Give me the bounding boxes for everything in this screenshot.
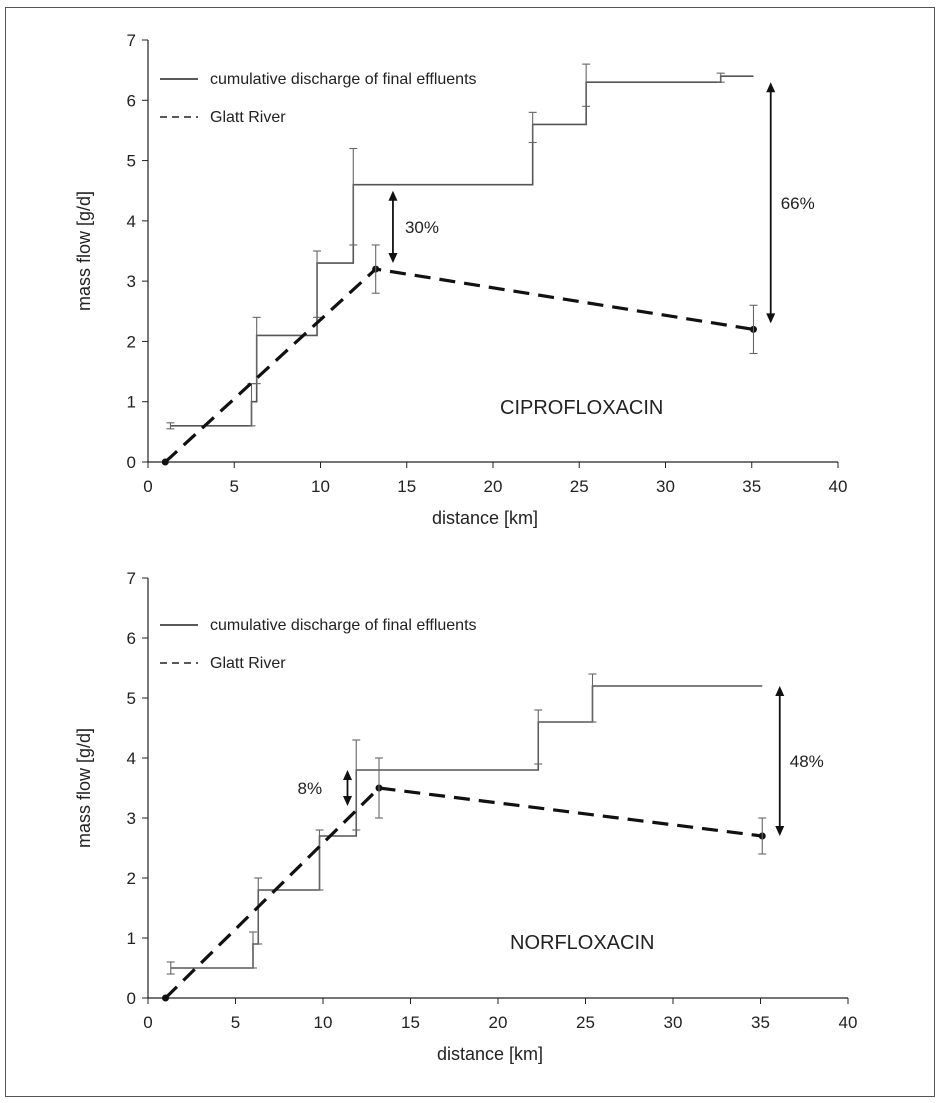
annotation-arrow-head [388, 190, 398, 201]
y-tick-label: 6 [127, 629, 136, 648]
x-tick-label: 0 [143, 1013, 152, 1032]
x-tick-label: 10 [311, 477, 330, 496]
river-point [161, 458, 169, 466]
x-tick-label: 35 [742, 477, 761, 496]
legend-label: Glatt River [210, 109, 286, 126]
compound-label: NORFLOXACIN [510, 932, 654, 954]
chart-panel-1: 0 1 2 3 4 5 6 7 0 5 10 15 20 25 30 35 40 distance [km] mas… [74, 31, 847, 528]
x-tick-label: 40 [839, 1013, 858, 1032]
y-tick-label: 2 [127, 869, 136, 888]
chart-panel-2: 0 1 2 3 4 5 6 7 0 5 10 15 20 25 30 35 40 distance [km] mas… [74, 569, 857, 1064]
x-tick-label: 40 [829, 477, 848, 496]
annotation-arrow-head [775, 686, 785, 696]
legend-label: cumulative discharge of final effluents [210, 71, 477, 88]
annotation-arrow-head [766, 313, 776, 324]
x-axis-title: distance [km] [437, 1044, 543, 1064]
x-tick-label: 25 [570, 477, 589, 496]
annotation-arrow-head [766, 82, 776, 93]
x-tick-label: 30 [656, 477, 675, 496]
annotation-label: 66% [781, 194, 815, 213]
annotation-arrow-head [343, 796, 352, 806]
annotation-label: 8% [298, 779, 323, 798]
effluent-step-line [170, 75, 754, 427]
y-tick-label: 7 [127, 31, 136, 50]
x-tick-label: 10 [314, 1013, 333, 1032]
y-tick-label: 1 [127, 393, 136, 412]
y-tick-label: 4 [127, 749, 136, 768]
x-tick-label: 20 [489, 1013, 508, 1032]
annotation-arrow-head [343, 770, 352, 780]
x-tick-label: 5 [231, 1013, 240, 1032]
legend-label: cumulative discharge of final effluents [210, 617, 477, 634]
x-tick-label: 5 [230, 477, 239, 496]
y-tick-label: 3 [127, 272, 136, 291]
y-tick-label: 5 [127, 152, 136, 171]
figure-frame [5, 7, 935, 1097]
y-tick-label: 4 [127, 212, 136, 231]
y-tick-label: 1 [127, 929, 136, 948]
river-dashed-line [164, 267, 754, 464]
effluent-step-line [170, 685, 763, 969]
annotation-label: 30% [405, 218, 439, 237]
x-axis-title: distance [km] [432, 508, 538, 528]
y-tick-label: 2 [127, 332, 136, 351]
annotation-arrow-head [775, 826, 785, 836]
y-tick-label: 6 [127, 91, 136, 110]
x-tick-label: 35 [751, 1013, 770, 1032]
y-axis-title: mass flow [g/d] [74, 191, 94, 311]
compound-label: CIPROFLOXACIN [500, 397, 663, 419]
legend-label: Glatt River [210, 655, 286, 672]
y-tick-label: 3 [127, 809, 136, 828]
y-tick-label: 7 [127, 569, 136, 588]
x-tick-label: 20 [484, 477, 503, 496]
y-tick-label: 5 [127, 689, 136, 708]
x-tick-label: 0 [143, 477, 152, 496]
annotation-arrow-head [388, 253, 398, 264]
y-axis-title: mass flow [g/d] [74, 728, 94, 848]
river-dashed-line [164, 786, 763, 1000]
x-tick-label: 30 [664, 1013, 683, 1032]
y-tick-label: 0 [127, 989, 136, 1008]
river-point [162, 994, 169, 1002]
x-tick-label: 15 [397, 477, 416, 496]
y-tick-label: 0 [127, 453, 136, 472]
annotation-label: 48% [790, 752, 824, 771]
x-tick-label: 15 [401, 1013, 420, 1032]
x-tick-label: 25 [576, 1013, 595, 1032]
